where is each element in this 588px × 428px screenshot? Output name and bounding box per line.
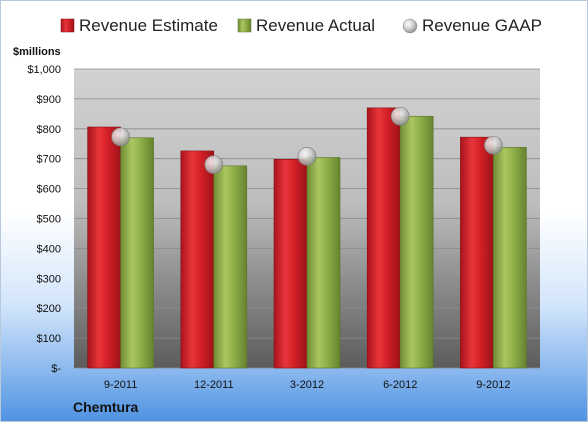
legend-swatch-actual	[237, 18, 252, 33]
x-tick-label: 3-2012	[290, 379, 324, 391]
gaap-marker-6-2012	[390, 106, 410, 126]
y-tick-label: $-	[51, 363, 61, 375]
units-label: $millions	[13, 46, 61, 58]
legend-label-gaap: Revenue GAAP	[422, 16, 542, 35]
x-tick-label: 6-2012	[383, 379, 417, 391]
y-tick-label: $800	[37, 124, 61, 136]
bar-estimate-6-2012	[366, 107, 401, 369]
gaap-markers	[111, 106, 503, 174]
bar-actual-9-2012	[493, 147, 527, 369]
gaap-marker-12-2011	[204, 155, 224, 174]
legend-label-estimate: Revenue Estimate	[79, 16, 218, 35]
y-tick-label: $200	[37, 303, 61, 315]
gaap-marker-9-2012	[484, 135, 503, 155]
legend: Revenue Estimate Revenue Actual Revenue …	[60, 16, 542, 35]
y-tick-label: $1,000	[27, 64, 61, 76]
bar-actual-6-2012	[399, 115, 434, 369]
y-tick-label: $700	[37, 154, 61, 166]
bar-estimate-12-2011	[180, 150, 215, 369]
x-tick-label: 9-2012	[476, 379, 510, 391]
x-tick-label: 12-2011	[194, 379, 234, 391]
y-tick-label: $900	[37, 94, 61, 106]
legend-swatch-estimate	[60, 18, 75, 33]
y-tick-label: $600	[37, 184, 61, 196]
bars	[87, 107, 527, 369]
bar-estimate-9-2011	[87, 126, 121, 369]
x-axis: 9-2011 12-2011 3-2012 6-2012 9-2012	[104, 379, 511, 391]
x-tick-label: 9-2011	[104, 379, 137, 391]
gaap-marker-3-2012	[297, 147, 317, 166]
bar-actual-3-2012	[306, 157, 341, 369]
legend-label-actual: Revenue Actual	[256, 16, 375, 35]
y-tick-label: $500	[37, 214, 61, 226]
bar-actual-9-2011	[120, 137, 154, 369]
y-tick-label: $100	[37, 333, 61, 345]
y-axis: $- $100 $200 $300 $400 $500 $600 $700 $800 $900 $1…	[27, 64, 61, 375]
bar-estimate-3-2012	[273, 158, 308, 369]
bar-actual-12-2011	[213, 165, 248, 369]
gaap-marker-9-2011	[111, 127, 130, 147]
company-name: Chemtura	[73, 399, 139, 415]
y-tick-label: $400	[37, 243, 61, 255]
bar-estimate-9-2012	[460, 136, 494, 369]
y-tick-label: $300	[37, 273, 61, 285]
legend-marker-gaap	[402, 18, 418, 34]
